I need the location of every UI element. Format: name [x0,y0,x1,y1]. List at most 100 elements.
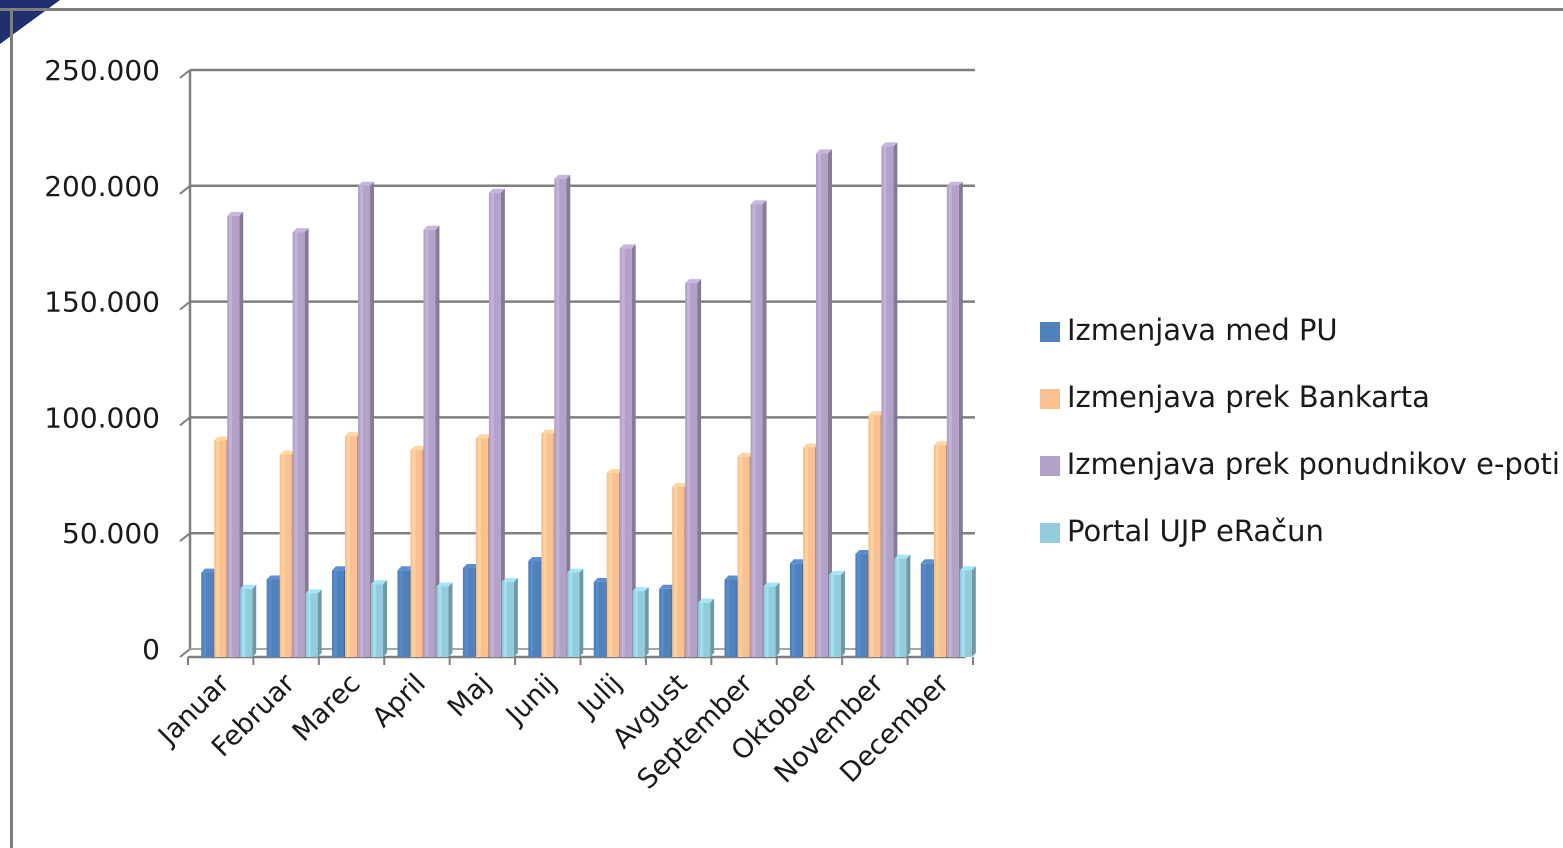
bar [488,188,505,658]
y-tick-label: 250.000 [44,54,160,87]
bar-front [894,558,907,657]
bar-side [775,582,780,657]
bar-top [488,188,505,193]
bar-top [410,445,427,450]
bar-top [397,566,414,571]
bar-highlight [464,567,468,657]
bar [227,211,244,657]
bar-highlight [726,579,730,657]
bar [763,582,780,657]
bars [201,142,976,658]
legend-swatch [1040,322,1060,342]
legend-swatch [1040,456,1060,476]
bar-side [317,589,322,657]
bar-front [632,591,645,657]
bar-front [789,563,802,657]
bar-front [397,570,410,657]
bar-highlight [870,415,874,657]
bar-highlight [700,602,704,657]
bar [619,244,636,657]
bar-front [881,146,894,658]
bar-highlight [281,454,285,657]
bar-front [855,554,868,657]
bar-side [304,228,309,657]
bar-highlight [294,232,298,657]
bar-highlight [307,593,311,657]
bar [632,587,649,657]
bar-front [946,185,959,658]
chart-legend: Izmenjava med PU Izmenjava prek Bankarta… [1040,310,1560,578]
bar-front [737,456,750,657]
bar-highlight [360,185,364,658]
bar [567,568,584,657]
bar-side [383,580,388,657]
bar-highlight [595,581,599,657]
bar-highlight [687,283,691,657]
bar-top [462,563,479,568]
bar-highlight [608,472,612,657]
bar-highlight [621,248,625,657]
bar-front [763,586,776,657]
bar-front [619,248,632,657]
bar-top [332,566,349,571]
bar-front [802,447,815,657]
bar-top [227,211,244,216]
bar-top [528,556,545,561]
bar-top [240,584,257,589]
bar-highlight [334,570,338,657]
bar-front [214,440,227,657]
legend-label: Portal UJP eRačun [1067,514,1324,548]
bar-highlight [857,554,861,657]
bar-side [827,149,832,657]
bar-highlight [569,572,573,657]
bar-side [631,244,636,657]
bar-front [423,229,436,657]
bar-front [815,153,828,657]
bar-highlight [830,574,834,657]
bar-front [698,602,711,657]
bar-highlight [948,185,952,658]
bar-front [201,572,214,657]
bar-front [959,570,972,657]
bar-highlight [739,456,743,657]
bar-highlight [242,588,246,657]
bar-highlight [347,435,351,657]
bar-front [567,572,580,657]
bar-top [305,589,322,594]
bar [881,142,898,658]
bar [946,181,963,658]
bar-top [959,566,976,571]
bar [305,589,322,657]
y-tick-label: 100.000 [44,401,160,434]
bar-highlight [477,438,481,657]
bar-top [894,554,911,559]
bar-highlight [883,146,887,658]
bar-front [345,435,358,657]
y-tick [179,648,191,658]
bar-top [933,441,950,446]
bar [554,174,571,658]
frame-top-border [0,8,1563,11]
bar-highlight [412,449,416,657]
bar [894,554,911,657]
bar-front [541,433,554,657]
bar-front [488,192,501,658]
bar [436,582,453,657]
bar-side [566,174,571,658]
bar-top [632,587,649,592]
bar-front [266,579,279,657]
bar-highlight [203,572,207,657]
bar-front [292,232,305,657]
bar-front [332,570,345,657]
bar-top [698,598,715,603]
legend-item: Izmenjava med PU [1040,310,1560,377]
bar-highlight [268,579,272,657]
bar-highlight [425,229,429,657]
bar-highlight [503,581,507,657]
bar [358,181,375,658]
bar-top [946,181,963,186]
bar-top [606,468,623,473]
bar-side [971,566,976,657]
